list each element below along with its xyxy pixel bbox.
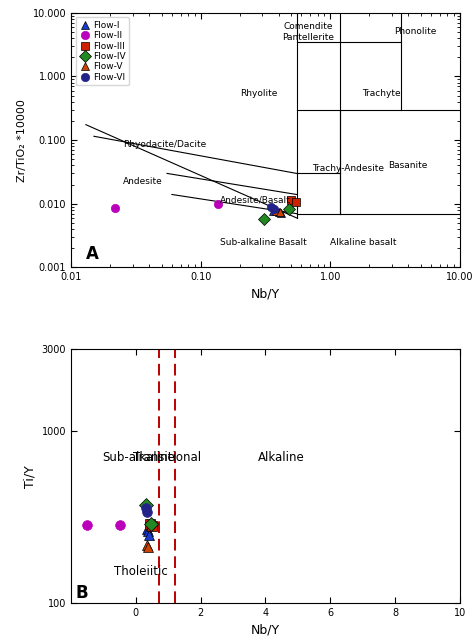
Text: Basanite: Basanite xyxy=(389,161,428,170)
Text: Sub-alkaline Basalt: Sub-alkaline Basalt xyxy=(219,238,306,247)
X-axis label: Nb/Y: Nb/Y xyxy=(251,288,280,301)
Y-axis label: Ti/Y: Ti/Y xyxy=(23,465,36,487)
Legend: Flow-I, Flow-II, Flow-III, Flow-IV, Flow-V, Flow-VI: Flow-I, Flow-II, Flow-III, Flow-IV, Flow… xyxy=(76,17,129,85)
Text: Rhyolite: Rhyolite xyxy=(240,89,277,98)
Text: Rhyodacite/Dacite: Rhyodacite/Dacite xyxy=(123,140,206,149)
Text: Andesite: Andesite xyxy=(123,177,163,186)
Text: Transitional: Transitional xyxy=(133,451,201,464)
Text: A: A xyxy=(86,245,99,263)
Text: Trachyte: Trachyte xyxy=(363,89,401,98)
Text: Tholeiitic: Tholeiitic xyxy=(114,565,168,578)
Text: Alkaline basalt: Alkaline basalt xyxy=(330,238,397,247)
X-axis label: Nb/Y: Nb/Y xyxy=(251,624,280,637)
Text: Comendite
Pantellerite: Comendite Pantellerite xyxy=(283,22,335,42)
Text: Sub-alkaline: Sub-alkaline xyxy=(103,451,175,464)
Text: Phonolite: Phonolite xyxy=(394,28,436,37)
Text: B: B xyxy=(76,584,89,602)
Y-axis label: Zr/TiO₂ *10000: Zr/TiO₂ *10000 xyxy=(17,99,27,182)
Text: Alkaline: Alkaline xyxy=(258,451,305,464)
Text: Andesite/Basalt: Andesite/Basalt xyxy=(219,195,291,204)
Text: Trachy-Andesite: Trachy-Andesite xyxy=(312,164,384,173)
